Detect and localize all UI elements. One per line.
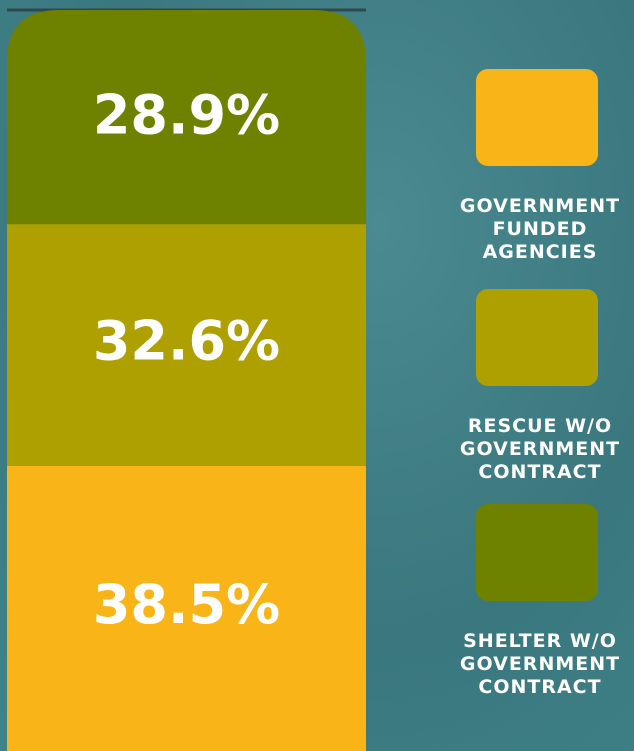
legend-label: SHELTER W/O GOVERNMENT CONTRACT	[448, 630, 632, 699]
legend-swatch	[476, 504, 598, 601]
legend-label: RESCUE W/O GOVERNMENT CONTRACT	[448, 415, 632, 484]
legend-label: GOVERNMENT FUNDED AGENCIES	[448, 195, 632, 264]
value-label: 28.9%	[93, 84, 280, 147]
value-label: 38.5%	[93, 573, 280, 636]
legend-swatch	[476, 289, 598, 386]
value-label: 32.6%	[93, 310, 280, 373]
legend-swatch	[476, 69, 598, 166]
chart: 38.5% 32.6% 28.9% GOVERNMENT FUNDED AGENCI…	[0, 0, 634, 751]
